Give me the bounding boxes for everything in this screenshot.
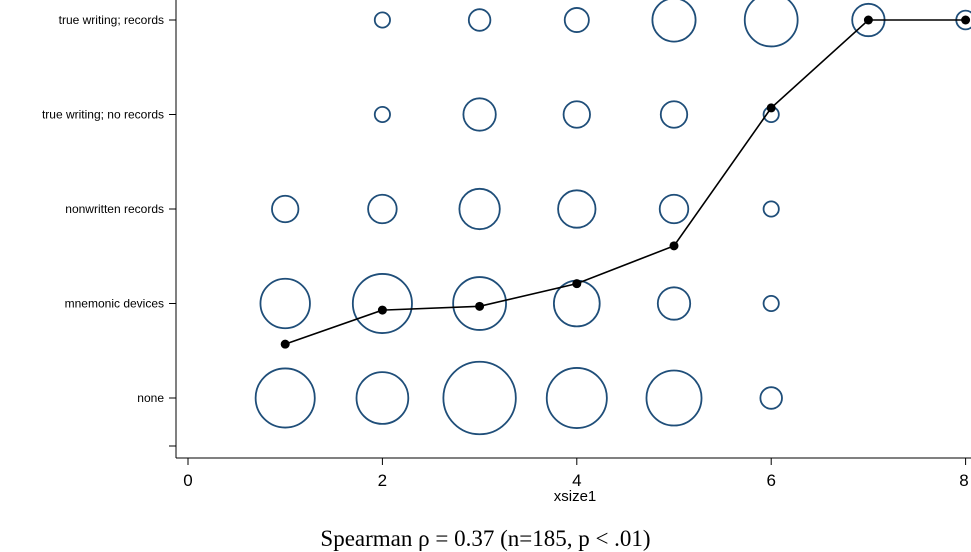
x-axis-title: xsize1 [554, 488, 597, 505]
x-tick-label: 2 [378, 471, 387, 490]
mean-point [475, 301, 485, 311]
bubble [651, 0, 697, 43]
mean-point [669, 241, 679, 251]
x-tick-label: 4 [572, 471, 581, 490]
x-tick-label: 0 [183, 471, 192, 490]
bubble [557, 189, 597, 229]
mean-line [284, 19, 966, 345]
bubble [351, 273, 413, 334]
bubble [373, 11, 391, 29]
mean-point [572, 279, 582, 289]
bubble [458, 187, 501, 231]
bubble [658, 193, 690, 225]
bubble [467, 8, 492, 32]
y-axis: none mnemonic devices nonwritten records tr… [42, 0, 177, 458]
bubble [355, 371, 410, 425]
bubble [563, 7, 590, 33]
bubble [462, 97, 497, 132]
caption: Spearman ρ = 0.37 (n=185, p < .01) [320, 526, 651, 551]
bubble [645, 369, 703, 427]
bubble [254, 367, 316, 429]
bubble [743, 0, 799, 48]
bubble [271, 194, 300, 224]
mean-point [863, 15, 873, 25]
bubble [452, 276, 507, 331]
y-tick-label: nonwritten records [65, 202, 164, 216]
bubble [442, 360, 517, 436]
mean-point [377, 305, 387, 315]
mean-point [961, 15, 971, 25]
mean-line-layer [280, 15, 971, 349]
bubble [545, 367, 608, 429]
y-tick-label: true writing; records [59, 13, 164, 27]
x-axis: 0 2 4 6 8 [176, 457, 971, 490]
y-tick-label: mnemonic devices [65, 297, 164, 311]
x-tick-label: 8 [959, 471, 968, 490]
bubbles-layer [254, 0, 971, 436]
bubble [659, 100, 689, 129]
mean-point [280, 339, 290, 349]
mean-point [766, 103, 776, 113]
bubble [367, 193, 398, 225]
y-tick-label: none [137, 391, 164, 405]
bubble [562, 100, 591, 129]
bubble [656, 286, 692, 321]
x-tick-label: 6 [766, 471, 775, 490]
bubble [759, 386, 783, 410]
bubble [762, 294, 780, 313]
bubble [373, 105, 391, 124]
y-tick-label: true writing; no records [42, 108, 164, 122]
bubble [259, 277, 311, 330]
bubble [762, 200, 780, 218]
